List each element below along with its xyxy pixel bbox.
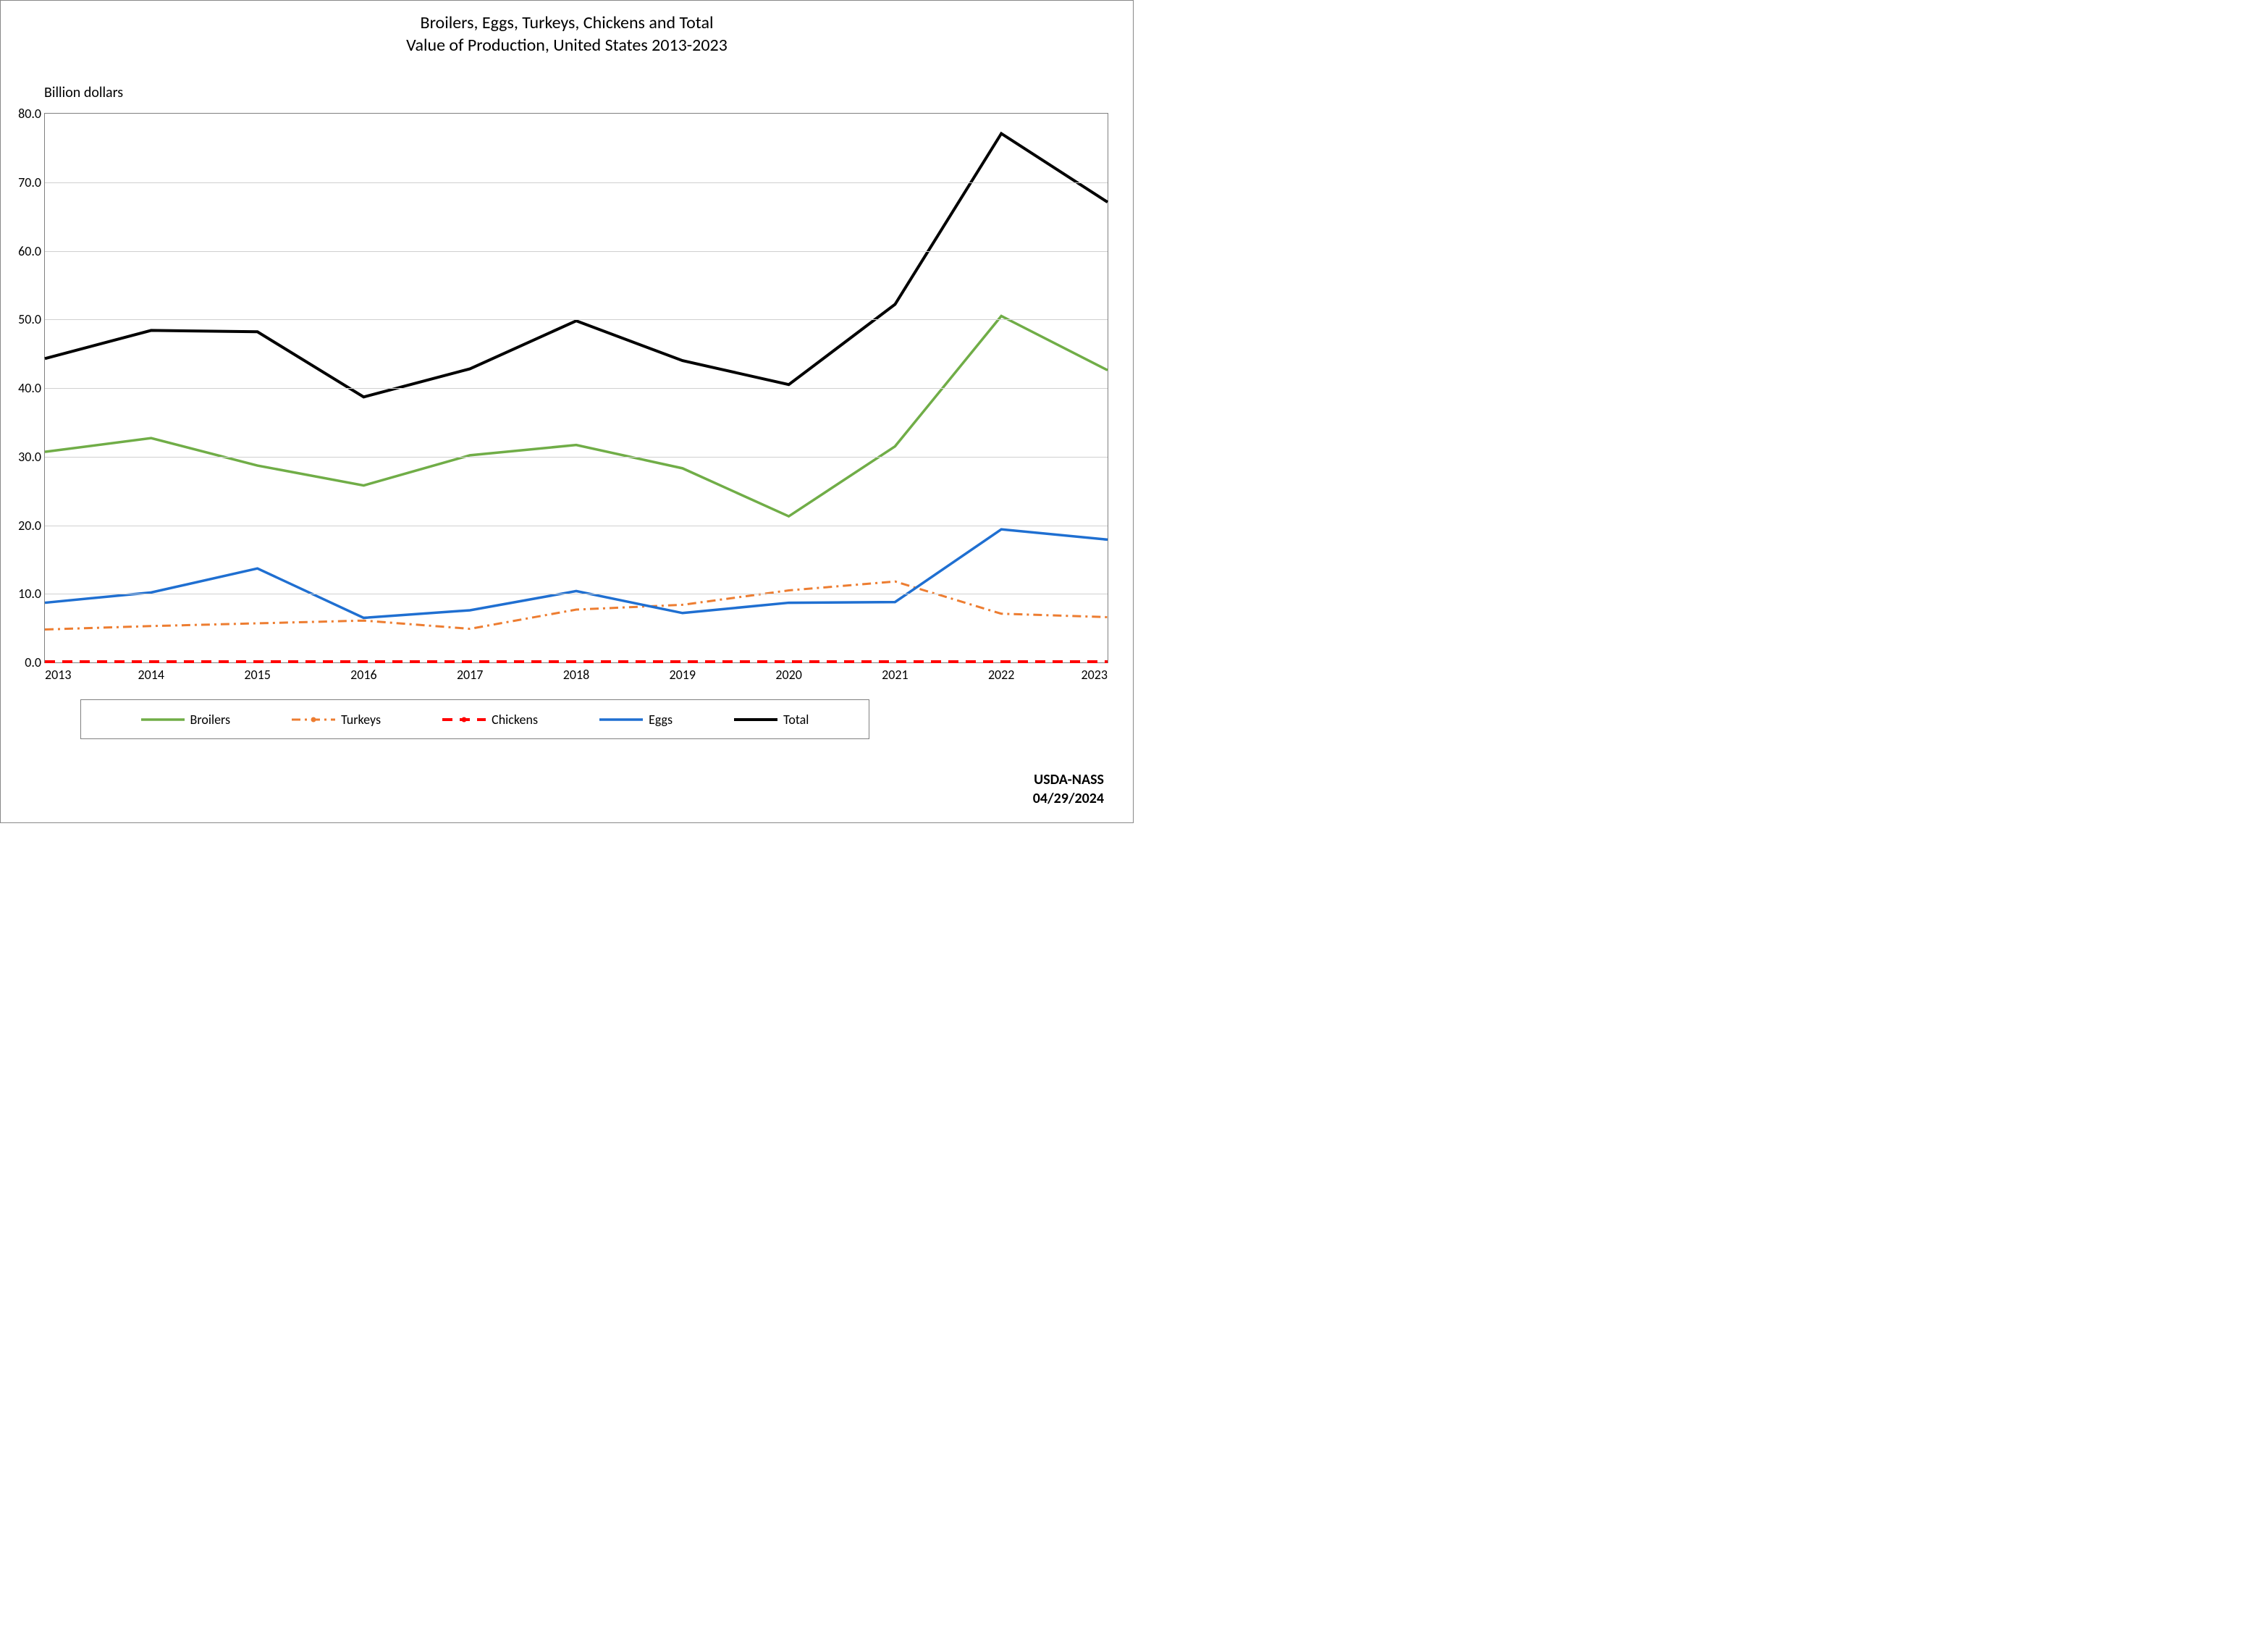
x-tick-label: 2014 <box>138 667 165 683</box>
legend-label-total: Total <box>783 712 809 728</box>
legend-swatch-chickens <box>442 712 486 727</box>
x-tick-label: 2023 <box>1082 667 1108 683</box>
title-line-2: Value of Production, United States 2013-… <box>406 35 728 56</box>
legend-swatch-eggs <box>599 712 643 727</box>
x-tick-label: 2018 <box>563 667 590 683</box>
title-line-1: Broilers, Eggs, Turkeys, Chickens and To… <box>421 12 714 33</box>
x-tick-label: 2013 <box>45 667 72 683</box>
legend-item-turkeys: Turkeys <box>292 712 381 728</box>
legend-swatch-turkeys <box>292 712 335 727</box>
y-tick-label: 30.0 <box>9 449 41 465</box>
gridline <box>45 182 1108 183</box>
legend-swatch-broilers <box>141 712 185 727</box>
y-tick-label: 10.0 <box>9 586 41 602</box>
gridline <box>45 457 1108 458</box>
chart-footer: USDA-NASS 04/29/2024 <box>1033 770 1104 808</box>
x-tick-label: 2020 <box>775 667 802 683</box>
x-tick-label: 2019 <box>670 667 696 683</box>
series-broilers <box>45 316 1108 517</box>
y-tick-label: 0.0 <box>9 654 41 670</box>
footer-date: 04/29/2024 <box>1033 790 1104 807</box>
legend-label-chickens: Chickens <box>492 712 538 728</box>
series-turkeys <box>45 581 1108 629</box>
series-total <box>45 133 1108 397</box>
legend-item-broilers: Broilers <box>141 712 231 728</box>
y-tick-label: 80.0 <box>9 106 41 122</box>
y-tick-label: 60.0 <box>9 243 41 259</box>
x-tick-label: 2021 <box>882 667 909 683</box>
plot-area: 0.010.020.030.040.050.060.070.080.020132… <box>44 113 1108 663</box>
legend-item-eggs: Eggs <box>599 712 673 728</box>
legend-label-turkeys: Turkeys <box>341 712 381 728</box>
x-tick-label: 2017 <box>457 667 484 683</box>
y-tick-label: 20.0 <box>9 518 41 534</box>
footer-source: USDA-NASS <box>1034 771 1104 788</box>
chart-title: Broilers, Eggs, Turkeys, Chickens and To… <box>1 12 1133 56</box>
legend-label-broilers: Broilers <box>190 712 231 728</box>
legend-swatch-total <box>734 712 777 727</box>
y-axis-label: Billion dollars <box>44 84 123 101</box>
legend-item-chickens: Chickens <box>442 712 538 728</box>
chart-container: Broilers, Eggs, Turkeys, Chickens and To… <box>0 0 1134 823</box>
x-tick-label: 2022 <box>988 667 1015 683</box>
x-tick-label: 2015 <box>244 667 271 683</box>
x-tick-label: 2016 <box>350 667 377 683</box>
legend-label-eggs: Eggs <box>649 712 673 728</box>
gridline <box>45 388 1108 389</box>
y-tick-label: 40.0 <box>9 380 41 396</box>
y-tick-label: 70.0 <box>9 174 41 190</box>
y-tick-label: 50.0 <box>9 311 41 327</box>
gridline <box>45 251 1108 252</box>
legend: Broilers Turkeys Chickens Eggs Total <box>80 699 869 739</box>
legend-item-total: Total <box>734 712 809 728</box>
gridline <box>45 319 1108 320</box>
series-eggs <box>45 529 1108 618</box>
